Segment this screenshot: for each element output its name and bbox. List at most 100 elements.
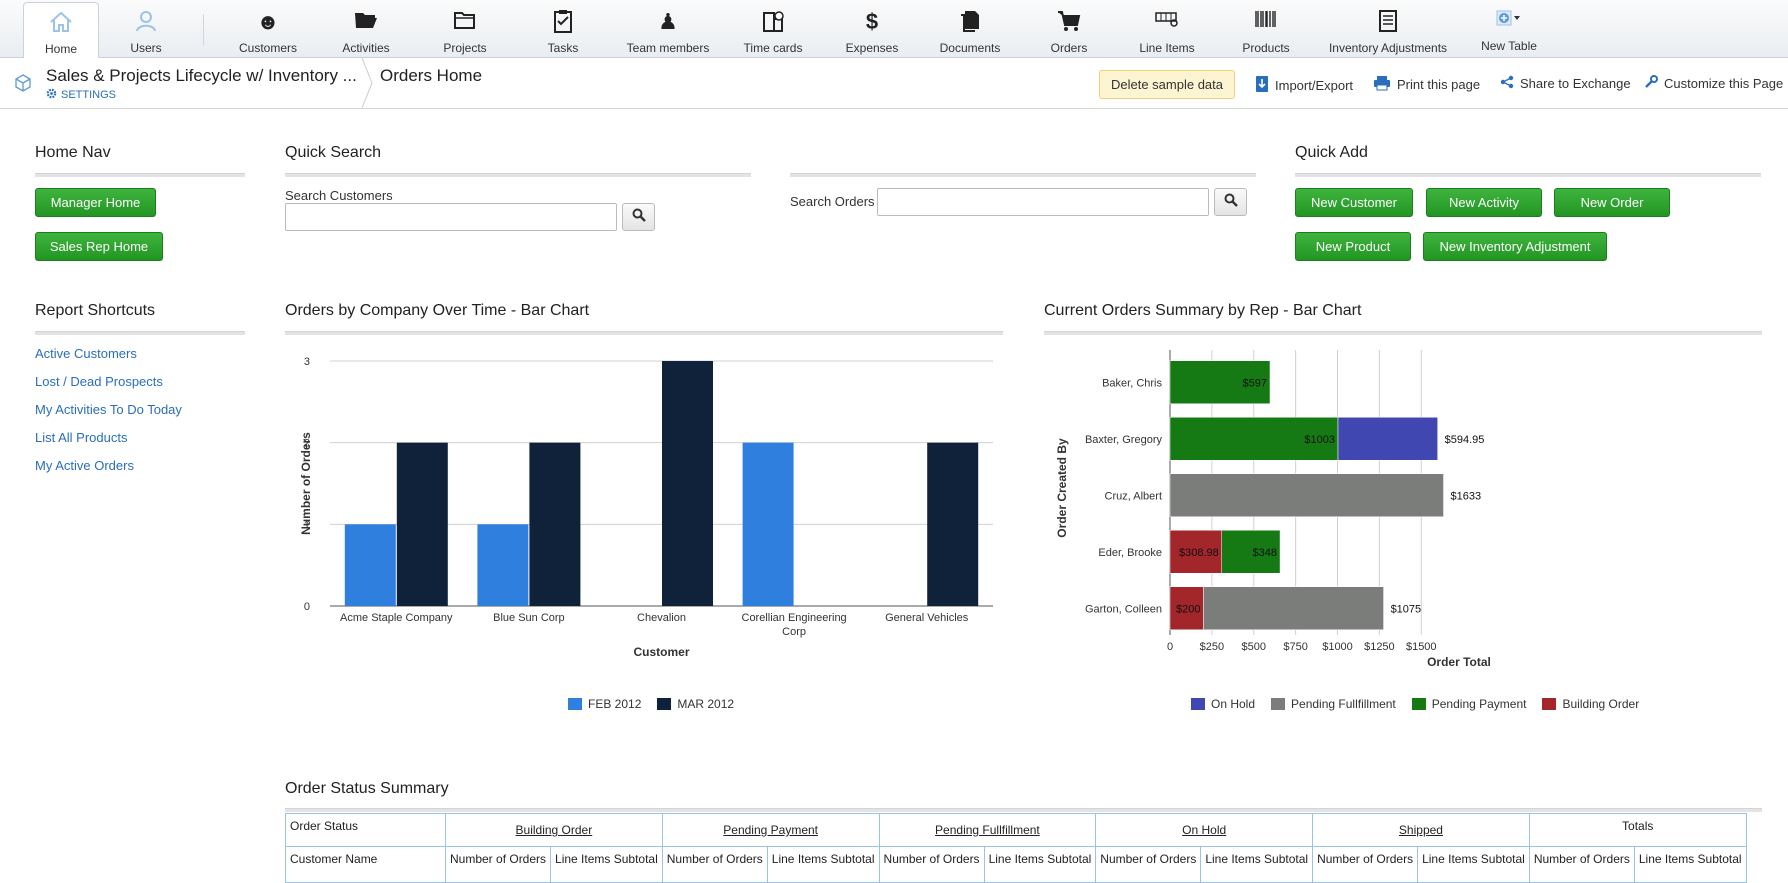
legend-item-feb[interactable]: FEB 2012 [568,697,641,711]
share-icon [1500,75,1514,92]
search-orders-button[interactable] [1214,188,1247,216]
legend-item-building-order[interactable]: Building Order [1542,697,1639,711]
shortcut-my-active-orders[interactable]: My Active Orders [35,458,134,473]
wrench-icon [1644,75,1658,92]
bar-pending-fullfillment [1169,473,1444,517]
legend-item-pending-payment[interactable]: Pending Payment [1411,697,1527,711]
x-axis-title: Customer [633,645,689,659]
x-tick-label: $250 [1200,641,1224,653]
quick-add-rule [1295,173,1761,177]
y-axis-title: Order Created By [1055,438,1069,538]
report-shortcuts-title: Report Shortcuts [35,302,156,319]
x-tick-label: Acme Staple Company [340,612,453,624]
x-tick-label: $1500 [1406,641,1437,653]
chess-pawn-icon: ♟ [658,9,678,34]
quick-search-title: Quick Search [285,144,382,161]
clipboard-icon [523,9,603,35]
nav-team-members[interactable]: ♟ Team members [620,0,716,58]
new-order-button[interactable]: New Order [1554,188,1670,217]
x-axis-title: Order Total [1427,655,1491,669]
nav-users[interactable]: Users [114,0,178,58]
chart2-legend: On Hold Pending Fullfillment Pending Pay… [1191,697,1639,711]
nav-activities[interactable]: Activities [326,0,406,58]
x-tick-label: $500 [1242,641,1266,653]
manager-home-button[interactable]: Manager Home [35,188,156,217]
documents-icon [930,9,1010,35]
app-title[interactable]: Sales & Projects Lifecycle w/ Inventory … [46,66,357,85]
col-building-order-label: Building Order [515,823,593,837]
col-pending-fullfillment[interactable]: Pending Fullfillment [878,813,1097,847]
search-icon [632,208,646,227]
legend-item-on-hold[interactable]: On Hold [1191,697,1255,711]
delete-sample-data-button[interactable]: Delete sample data [1099,70,1235,99]
col-line-items-subtotal: Line Items Subtotal [983,846,1097,883]
nav-customers[interactable]: ☻ Customers [228,0,308,58]
legend-item-mar[interactable]: MAR 2012 [657,697,734,711]
nav-tasks[interactable]: Tasks [523,0,603,58]
bar-building-order [1169,586,1204,630]
import-export-link[interactable]: Import/Export [1255,75,1353,96]
bar-mar [927,442,979,606]
nav-documents[interactable]: Documents [930,0,1010,58]
nav-projects[interactable]: Projects [425,0,505,58]
data-label: $1075 [1391,603,1422,615]
shortcut-my-activities-today[interactable]: My Activities To Do Today [35,402,182,417]
gear-icon [46,88,57,102]
nav-home[interactable]: Home [23,2,99,59]
new-product-button[interactable]: New Product [1295,232,1411,261]
nav-products[interactable]: Products [1226,0,1306,58]
search-customers-label: Search Customers [285,188,393,203]
col-line-items-subtotal: Line Items Subtotal [550,846,663,883]
customize-page-link[interactable]: Customize this Page [1644,75,1783,92]
y-tick-label: 2 [304,438,310,450]
sales-rep-home-button[interactable]: Sales Rep Home [35,232,163,261]
page-title: Orders Home [380,66,483,85]
nav-orders[interactable]: Orders [1029,0,1109,58]
search-customers-input[interactable] [285,203,617,231]
col-on-hold[interactable]: On Hold [1095,813,1314,847]
printer-icon [1373,75,1391,94]
nav-inventory-adjustments[interactable]: Inventory Adjustments [1328,0,1448,58]
share-label: Share to Exchange [1520,76,1631,91]
bar-feb [742,442,794,606]
col-num-orders: Number of Orders [661,846,768,883]
app-cube-icon [14,74,32,97]
shortcut-list-all-products[interactable]: List All Products [35,430,128,445]
search-customers-button[interactable] [622,203,655,231]
share-exchange-link[interactable]: Share to Exchange [1500,75,1631,92]
legend-swatch-building-order [1542,698,1557,710]
shortcut-active-customers[interactable]: Active Customers [35,346,137,361]
settings-link[interactable]: SETTINGS [46,88,116,102]
x-tick-label: Corellian Engineering [742,612,847,624]
new-customer-button[interactable]: New Customer [1295,188,1413,217]
col-line-items-subtotal: Line Items Subtotal [1633,846,1747,883]
col-building-order[interactable]: Building Order [445,813,663,847]
table-header-row: Order Status Building Order Pending Paym… [285,813,1747,847]
import-export-icon [1255,75,1269,96]
quick-add-title: Quick Add [1295,144,1368,161]
orders-summary-by-rep-chart: 0 $250 $500 $750 $1000 $1250 $1500 Baker, Chris… [1055,350,1491,669]
legend-label-pending-payment: Pending Payment [1431,697,1527,711]
y-tick-label: 1 [304,519,310,531]
x-tick-label: $750 [1283,641,1307,653]
legend-item-pending-fullfillment[interactable]: Pending Fullfillment [1271,697,1396,711]
print-link[interactable]: Print this page [1373,75,1480,94]
nav-line-items[interactable]: Line Items [1127,0,1207,58]
nav-new-table[interactable]: New Table [1470,0,1548,58]
folder-icon [425,9,505,35]
nav-expenses[interactable]: $ Expenses [832,0,912,58]
settings-label: SETTINGS [61,89,117,101]
y-tick-label: Baxter, Gregory [1085,434,1163,446]
search-orders-input[interactable] [877,188,1209,216]
new-inventory-adjustment-button[interactable]: New Inventory Adjustment [1423,232,1607,261]
new-activity-button[interactable]: New Activity [1426,188,1542,217]
col-pending-payment[interactable]: Pending Payment [661,813,880,847]
nav-time-cards[interactable]: Time cards [733,0,813,58]
col-on-hold-label: On Hold [1182,823,1227,837]
breadcrumb-chevron-icon [360,57,374,113]
shortcut-lost-dead-prospects[interactable]: Lost / Dead Prospects [35,374,163,389]
col-shipped[interactable]: Shipped [1312,813,1530,847]
x-tick-label: Blue Sun Corp [493,612,565,624]
y-tick-label: Baker, Chris [1102,377,1162,389]
col-line-items-subtotal: Line Items Subtotal [1200,846,1314,883]
